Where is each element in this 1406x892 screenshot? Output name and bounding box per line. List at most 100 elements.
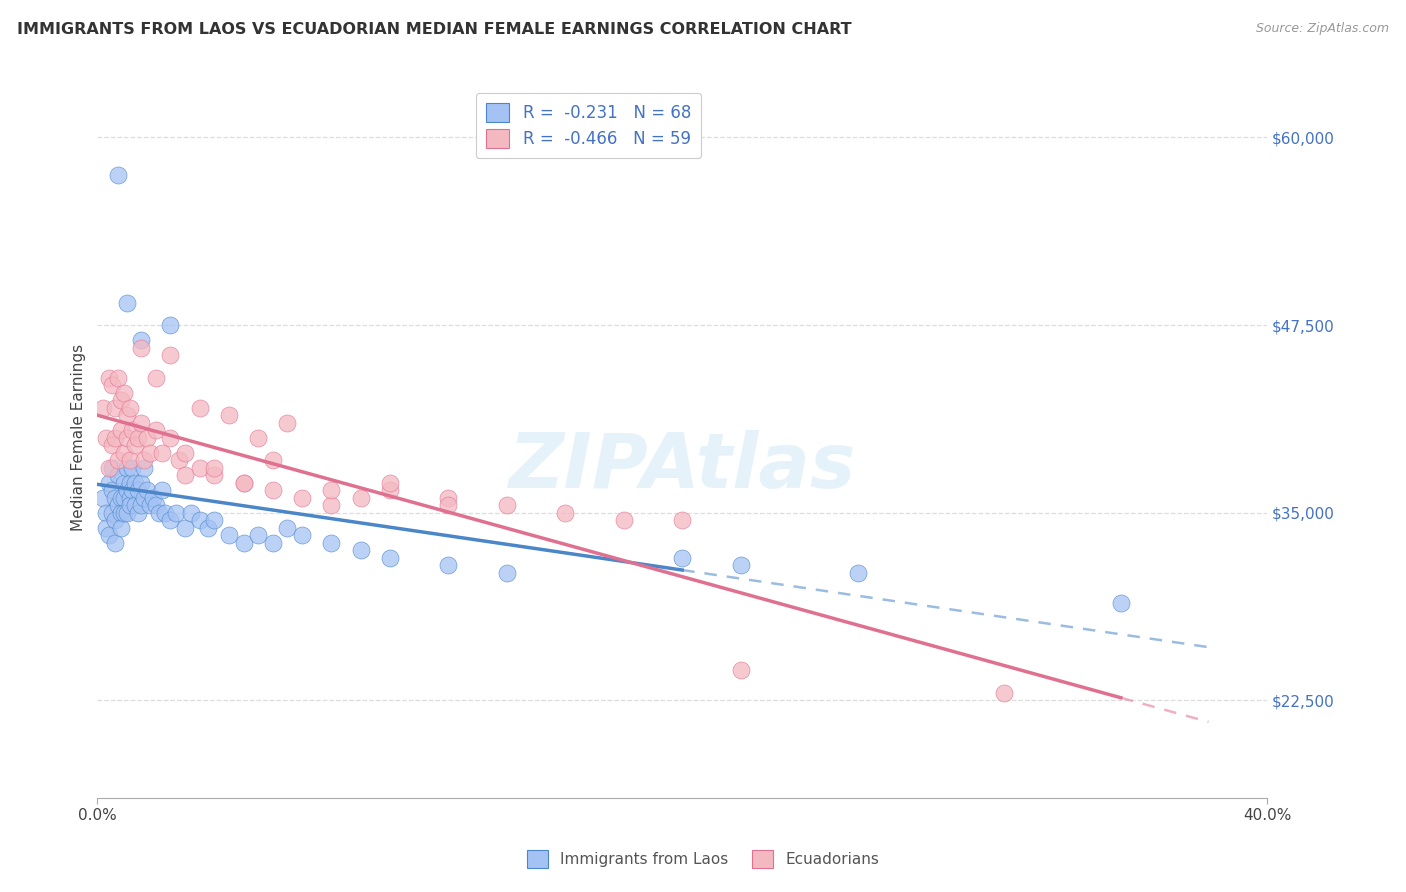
Point: [115, 295, 138, 310]
Point: [112, 446, 135, 460]
Point: [110, 491, 132, 505]
Point: [159, 513, 181, 527]
Point: [202, 468, 225, 483]
Point: [247, 431, 270, 445]
Point: [118, 491, 141, 505]
Point: [107, 168, 129, 182]
Point: [1109, 596, 1132, 610]
Point: [188, 513, 211, 527]
Point: [107, 468, 129, 483]
Point: [993, 686, 1015, 700]
Point: [165, 506, 187, 520]
Point: [378, 483, 401, 498]
Point: [139, 498, 162, 512]
Point: [148, 506, 170, 520]
Point: [321, 498, 343, 512]
Point: [139, 446, 162, 460]
Point: [202, 460, 225, 475]
Point: [153, 506, 176, 520]
Point: [291, 528, 314, 542]
Point: [127, 506, 149, 520]
Point: [129, 416, 152, 430]
Point: [188, 460, 211, 475]
Point: [180, 506, 202, 520]
Point: [134, 453, 156, 467]
Point: [437, 498, 460, 512]
Point: [136, 483, 159, 498]
Point: [124, 438, 146, 452]
Point: [262, 536, 284, 550]
Point: [124, 475, 146, 490]
Point: [554, 506, 576, 520]
Point: [110, 393, 132, 408]
Point: [107, 453, 129, 467]
Point: [671, 550, 693, 565]
Point: [846, 566, 869, 580]
Point: [115, 431, 138, 445]
Point: [101, 506, 124, 520]
Point: [127, 431, 149, 445]
Point: [101, 483, 124, 498]
Point: [101, 378, 124, 392]
Point: [104, 536, 127, 550]
Point: [98, 460, 121, 475]
Point: [495, 498, 517, 512]
Point: [134, 491, 156, 505]
Point: [129, 341, 152, 355]
Point: [94, 431, 117, 445]
Point: [291, 491, 314, 505]
Point: [129, 333, 152, 347]
Point: [121, 483, 143, 498]
Point: [118, 453, 141, 467]
Point: [118, 401, 141, 415]
Point: [142, 491, 165, 505]
Legend: R =  -0.231   N = 68, R =  -0.466   N = 59: R = -0.231 N = 68, R = -0.466 N = 59: [477, 93, 702, 158]
Point: [262, 483, 284, 498]
Point: [730, 664, 752, 678]
Point: [101, 438, 124, 452]
Point: [232, 475, 254, 490]
Y-axis label: Median Female Earnings: Median Female Earnings: [72, 344, 86, 532]
Point: [145, 423, 167, 437]
Point: [110, 506, 132, 520]
Point: [104, 513, 127, 527]
Point: [145, 498, 167, 512]
Point: [437, 491, 460, 505]
Point: [98, 370, 121, 384]
Point: [91, 491, 114, 505]
Point: [321, 536, 343, 550]
Point: [349, 491, 371, 505]
Point: [129, 475, 152, 490]
Point: [232, 475, 254, 490]
Point: [104, 401, 127, 415]
Point: [197, 521, 219, 535]
Point: [159, 318, 181, 333]
Point: [115, 409, 138, 423]
Point: [136, 431, 159, 445]
Text: ZIPAtlas: ZIPAtlas: [509, 430, 856, 504]
Legend: Immigrants from Laos, Ecuadorians: Immigrants from Laos, Ecuadorians: [520, 844, 886, 873]
Point: [671, 513, 693, 527]
Point: [104, 431, 127, 445]
Point: [378, 550, 401, 565]
Point: [730, 558, 752, 573]
Point: [276, 521, 298, 535]
Point: [218, 409, 240, 423]
Point: [110, 423, 132, 437]
Point: [321, 483, 343, 498]
Point: [112, 385, 135, 400]
Text: Source: ZipAtlas.com: Source: ZipAtlas.com: [1256, 22, 1389, 36]
Point: [94, 521, 117, 535]
Text: IMMIGRANTS FROM LAOS VS ECUADORIAN MEDIAN FEMALE EARNINGS CORRELATION CHART: IMMIGRANTS FROM LAOS VS ECUADORIAN MEDIA…: [17, 22, 852, 37]
Point: [94, 506, 117, 520]
Point: [349, 543, 371, 558]
Point: [202, 513, 225, 527]
Point: [118, 498, 141, 512]
Point: [150, 446, 173, 460]
Point: [232, 536, 254, 550]
Point: [247, 528, 270, 542]
Point: [262, 453, 284, 467]
Point: [115, 483, 138, 498]
Point: [150, 483, 173, 498]
Point: [91, 401, 114, 415]
